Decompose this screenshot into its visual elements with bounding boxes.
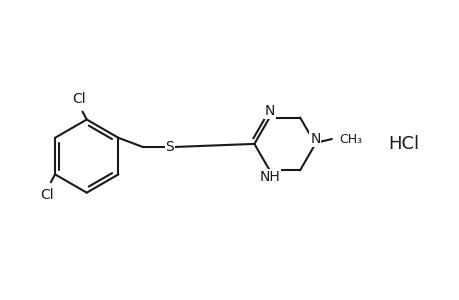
Text: HCl: HCl bbox=[387, 135, 419, 153]
Text: CH₃: CH₃ bbox=[338, 133, 361, 146]
Text: Cl: Cl bbox=[72, 92, 85, 106]
Text: NH: NH bbox=[259, 170, 280, 184]
Text: S: S bbox=[165, 140, 174, 154]
Text: Cl: Cl bbox=[40, 188, 54, 202]
Text: N: N bbox=[264, 104, 274, 118]
Text: N: N bbox=[309, 132, 320, 146]
